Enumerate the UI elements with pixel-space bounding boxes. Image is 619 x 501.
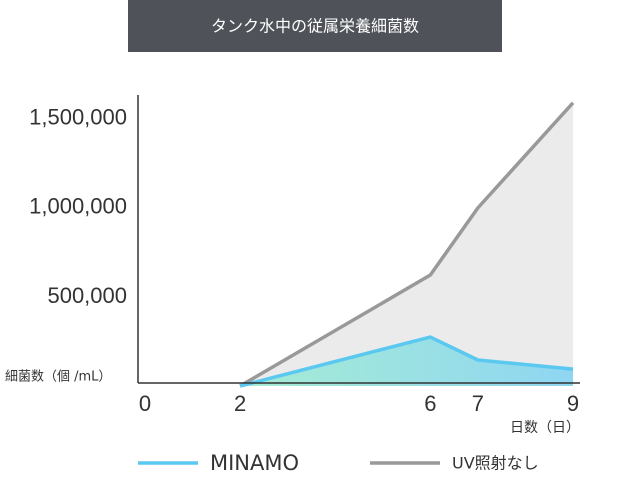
x-tick-label: 7 — [472, 391, 484, 416]
y-tick-label: 1,000,000 — [29, 194, 127, 219]
title-box — [128, 0, 502, 52]
plot — [239, 101, 575, 388]
x-tick-label: 9 — [567, 391, 579, 416]
x-axis-label: 日数（日） — [510, 420, 580, 436]
legend-label: UV照射なし — [452, 454, 539, 473]
area — [240, 102, 573, 386]
chart-title: タンク水中の従属栄養細菌数 — [211, 17, 419, 36]
y-axis-label: 細菌数（個 /mL） — [5, 370, 111, 385]
x-tick-label: 2 — [234, 391, 246, 416]
x-tick-label: 6 — [424, 391, 436, 416]
y-tick-label: 500,000 — [47, 283, 127, 308]
y-tick-label: 1,500,000 — [29, 105, 127, 130]
series-line — [239, 335, 574, 388]
area — [240, 337, 573, 386]
series-line — [239, 101, 575, 388]
legend-label: MINAMO — [210, 451, 299, 475]
x-tick-label: 0 — [139, 391, 151, 416]
